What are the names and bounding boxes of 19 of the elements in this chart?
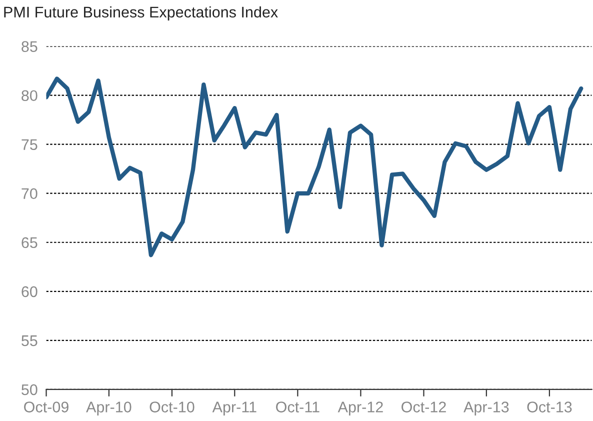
x-tick-label: Oct-09	[24, 402, 68, 412]
y-tick-label: 60	[22, 286, 38, 298]
y-tick-label: 55	[22, 335, 38, 346]
x-tick-label: Oct-11	[276, 402, 320, 412]
x-tick-label: Apr-10	[86, 402, 132, 416]
x-tick-label: Apr-12	[338, 402, 383, 416]
y-tick-label: 70	[22, 188, 38, 200]
y-tick-label: 80	[22, 90, 38, 102]
chart-title: PMI Future Business Expectations Index	[4, 6, 278, 21]
line-series	[46, 76, 584, 258]
x-tick-label: Oct-10	[150, 402, 194, 412]
y-tick-label: 65	[22, 237, 38, 248]
x-tick-label: Oct-12	[402, 402, 446, 412]
x-tick-label: Apr-11	[212, 402, 256, 416]
y-tick-label: 50	[22, 384, 38, 396]
x-tick-label: Apr-13	[464, 402, 509, 416]
x-tick-label: Oct-13	[527, 402, 572, 412]
y-tick-label: 75	[22, 139, 38, 150]
y-tick-label: 85	[22, 41, 38, 52]
